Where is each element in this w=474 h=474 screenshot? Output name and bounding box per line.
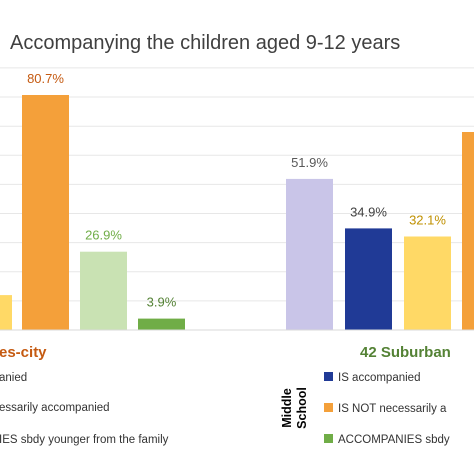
legend-school-title: Middle School xyxy=(280,387,309,429)
data-label: 32.1% xyxy=(409,213,446,228)
data-label: 80.7% xyxy=(27,71,64,86)
chart-title: Accompanying the children aged 9-12 year… xyxy=(10,32,400,54)
bar xyxy=(404,236,451,330)
bar xyxy=(462,132,474,330)
legend-item-label: IS NOT necessarily a xyxy=(338,403,447,415)
legend-item-label: essarily accompanied xyxy=(0,402,110,414)
legend-title-line-2: School xyxy=(295,387,309,429)
data-label: 34.9% xyxy=(350,204,387,219)
legend-title-line-1: Middle xyxy=(280,388,294,428)
legend-swatch xyxy=(324,434,333,443)
legend-swatch xyxy=(324,372,333,381)
bar xyxy=(286,178,333,330)
legend-right: IS accompanied IS NOT necessarily a ACCOMP… xyxy=(324,372,450,446)
legend-swatch xyxy=(324,403,333,412)
bar xyxy=(80,251,127,330)
bars xyxy=(0,95,474,330)
legend-item-label: ACCOMPANIES sbdy xyxy=(338,434,450,446)
bar xyxy=(345,228,392,330)
bar xyxy=(138,318,185,330)
data-label: 51.9% xyxy=(291,155,328,170)
legend-left: anied essarily accompanied IES sbdy younge… xyxy=(0,372,169,446)
legend-item-label: anied xyxy=(0,372,27,384)
data-label: 26.9% xyxy=(85,228,122,243)
group-label-2: 42 Suburban xyxy=(360,344,451,361)
legend-item-label: IS accompanied xyxy=(338,372,420,384)
group-label-1: es-city xyxy=(0,344,47,361)
bar xyxy=(22,95,69,330)
bar xyxy=(0,295,12,330)
gridlines xyxy=(0,67,474,302)
data-labels: %80.7%26.9%3.9%51.9%34.9%32.1%6 xyxy=(27,71,446,310)
legend-item-label: IES sbdy younger from the family xyxy=(0,434,169,446)
data-label: 3.9% xyxy=(147,295,177,310)
